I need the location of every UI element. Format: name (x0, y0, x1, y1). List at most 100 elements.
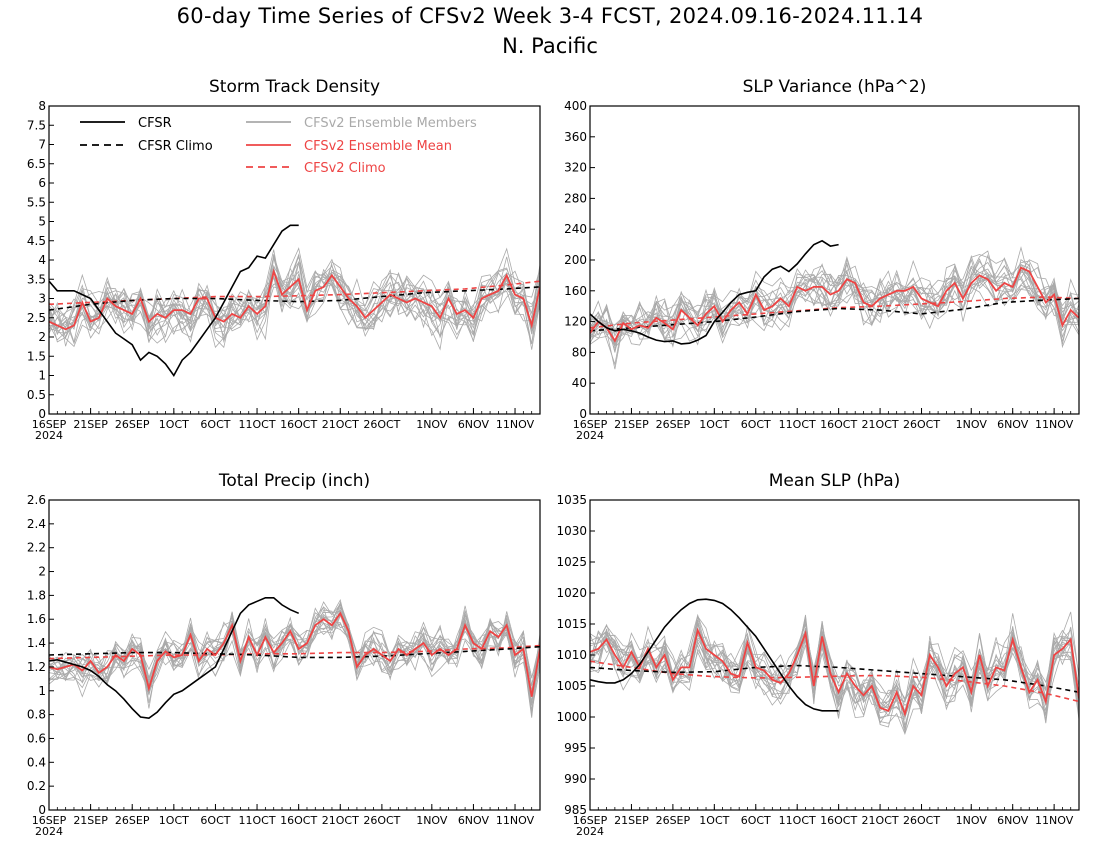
legend-label: CFSv2 Ensemble Mean (304, 139, 452, 154)
x-tick-label: 6OCT (741, 814, 771, 827)
y-tick-label: 995 (564, 741, 587, 755)
x-tick-label: 16OCT (280, 418, 317, 431)
y-tick-label: 280 (564, 191, 587, 205)
ensemble-member-line (49, 612, 540, 687)
y-tick-label: 3 (38, 292, 46, 306)
y-tick-label: 2.2 (27, 541, 46, 555)
y-tick-label: 320 (564, 161, 587, 175)
legend-label: CFSR (138, 116, 172, 131)
x-tick-label: 21SEP (73, 418, 108, 431)
y-tick-label: 1030 (556, 524, 587, 538)
x-tick-label: 6NOV (458, 418, 490, 431)
x-tick-label: 1NOV (416, 418, 448, 431)
y-tick-label: 1010 (556, 648, 587, 662)
ensemble-member-line (49, 265, 540, 340)
ensemble-mean-line (49, 268, 540, 331)
ensemble-mean-line (590, 266, 1079, 343)
cfsv2-climo-line (590, 296, 1079, 329)
x-tick-label: 1OCT (159, 814, 189, 827)
x-tick-label: 26OCT (363, 814, 400, 827)
ensemble-member-line (590, 250, 1079, 347)
y-tick-label: 1025 (556, 555, 587, 569)
y-tick-label: 0.6 (27, 731, 46, 745)
panel-title: SLP Variance (hPa^2) (743, 77, 927, 97)
y-tick-label: 200 (564, 253, 587, 267)
ensemble-member-line (590, 257, 1079, 343)
x-tick-label: 26SEP (656, 418, 691, 431)
y-tick-label: 80 (572, 345, 587, 359)
y-tick-label: 2.6 (27, 493, 46, 507)
y-tick-label: 360 (564, 130, 587, 144)
ensemble-member-line (590, 265, 1079, 349)
x-tick-label: 26SEP (656, 814, 691, 827)
cfsr-climo-line (590, 664, 1079, 693)
panel-3: Total Precip (inch) 0 0.2 0.4 0.6 0.8 1 1.2 1.4 1… (27, 471, 541, 838)
y-tick-label: 1000 (556, 710, 587, 724)
x-tick-label: 6NOV (997, 814, 1029, 827)
ensemble-member-line (49, 266, 540, 342)
legend: CFSR CFSR Climo CFSv2 Ensemble Members CFSv… (80, 116, 477, 176)
x-tick-label: 21OCT (862, 418, 899, 431)
x-tick-label: 11NOV (496, 814, 535, 827)
legend-label: CFSR Climo (138, 139, 213, 154)
ensemble-member-line (590, 619, 1079, 724)
cfsr-climo-line (590, 297, 1079, 332)
plot-frame (48, 105, 541, 415)
y-tick-label: 40 (572, 376, 587, 390)
y-tick-label: 0 (579, 407, 587, 421)
y-tick-label: 1005 (556, 679, 587, 693)
panel-title: Storm Track Density (209, 77, 380, 97)
x-tick-label: 26SEP (115, 814, 150, 827)
x-tick-label: 16SEP (32, 814, 67, 827)
x-tick-label: 16OCT (820, 814, 857, 827)
panel-4: Mean SLP (hPa) 985 990 995 1000 1005 1010 1015 1… (556, 471, 1080, 838)
x-tick-label: 26OCT (363, 418, 400, 431)
x-tick-label: 21OCT (862, 814, 899, 827)
ensemble-members (590, 598, 1079, 735)
y-tick-label: 240 (564, 222, 587, 236)
y-tick-label: 2 (38, 330, 46, 344)
y-tick-label: 7 (38, 138, 46, 152)
y-tick-label: 5.5 (27, 195, 46, 209)
y-tick-label: 400 (564, 99, 587, 113)
y-tick-label: 1035 (556, 493, 587, 507)
ensemble-member-line (49, 254, 540, 347)
x-tick-label: 21SEP (73, 814, 108, 827)
panel-1: Storm Track Density 0 0.5 1 1.5 2 2.5 3 3.5 4 4.5 5… (27, 77, 541, 442)
panel-2: SLP Variance (hPa^2) 0 40 80 120 160 200 240 280… (564, 77, 1080, 442)
y-tick-label: 7.5 (27, 118, 46, 132)
plot-frame (48, 499, 541, 811)
legend-label: CFSv2 Climo (304, 161, 386, 176)
ensemble-members (49, 224, 540, 378)
y-tick-label: 985 (564, 803, 587, 817)
y-tick-label: 160 (564, 284, 587, 298)
y-tick-label: 2.4 (27, 517, 46, 531)
y-tick-label: 2.5 (27, 311, 46, 325)
ensemble-member-line (590, 254, 1079, 347)
x-tick-label: 11NOV (1035, 418, 1074, 431)
x-tick-label: 6OCT (741, 418, 771, 431)
y-tick-label: 1.4 (27, 636, 46, 650)
ensemble-member-line (590, 254, 1079, 366)
x-tick-label: 11OCT (779, 814, 816, 827)
y-tick-label: 1.8 (27, 588, 46, 602)
y-tick-label: 2 (38, 565, 46, 579)
ensemble-member-line (49, 606, 540, 696)
x-tick-label: 6NOV (458, 814, 490, 827)
cfsr-line (49, 224, 299, 378)
panel-title: Mean SLP (hPa) (769, 471, 901, 491)
ensemble-member-line (590, 277, 1079, 339)
cfsv2-climo-line (590, 660, 1079, 703)
y-tick-label: 3.5 (27, 272, 46, 286)
y-tick-label: 1 (38, 684, 46, 698)
y-tick-label: 0 (38, 803, 46, 817)
x-tick-label: 11OCT (779, 418, 816, 431)
y-tick-label: 4 (38, 253, 46, 267)
ensemble-member-line (590, 272, 1079, 346)
cfsr-line (590, 598, 839, 712)
y-tick-label: 0 (38, 407, 46, 421)
x-tick-label: 16SEP (573, 418, 608, 431)
cfsv2-climo-line (49, 644, 540, 660)
x-tick-label: 6OCT (200, 814, 230, 827)
x-tick-label: 26OCT (903, 418, 940, 431)
